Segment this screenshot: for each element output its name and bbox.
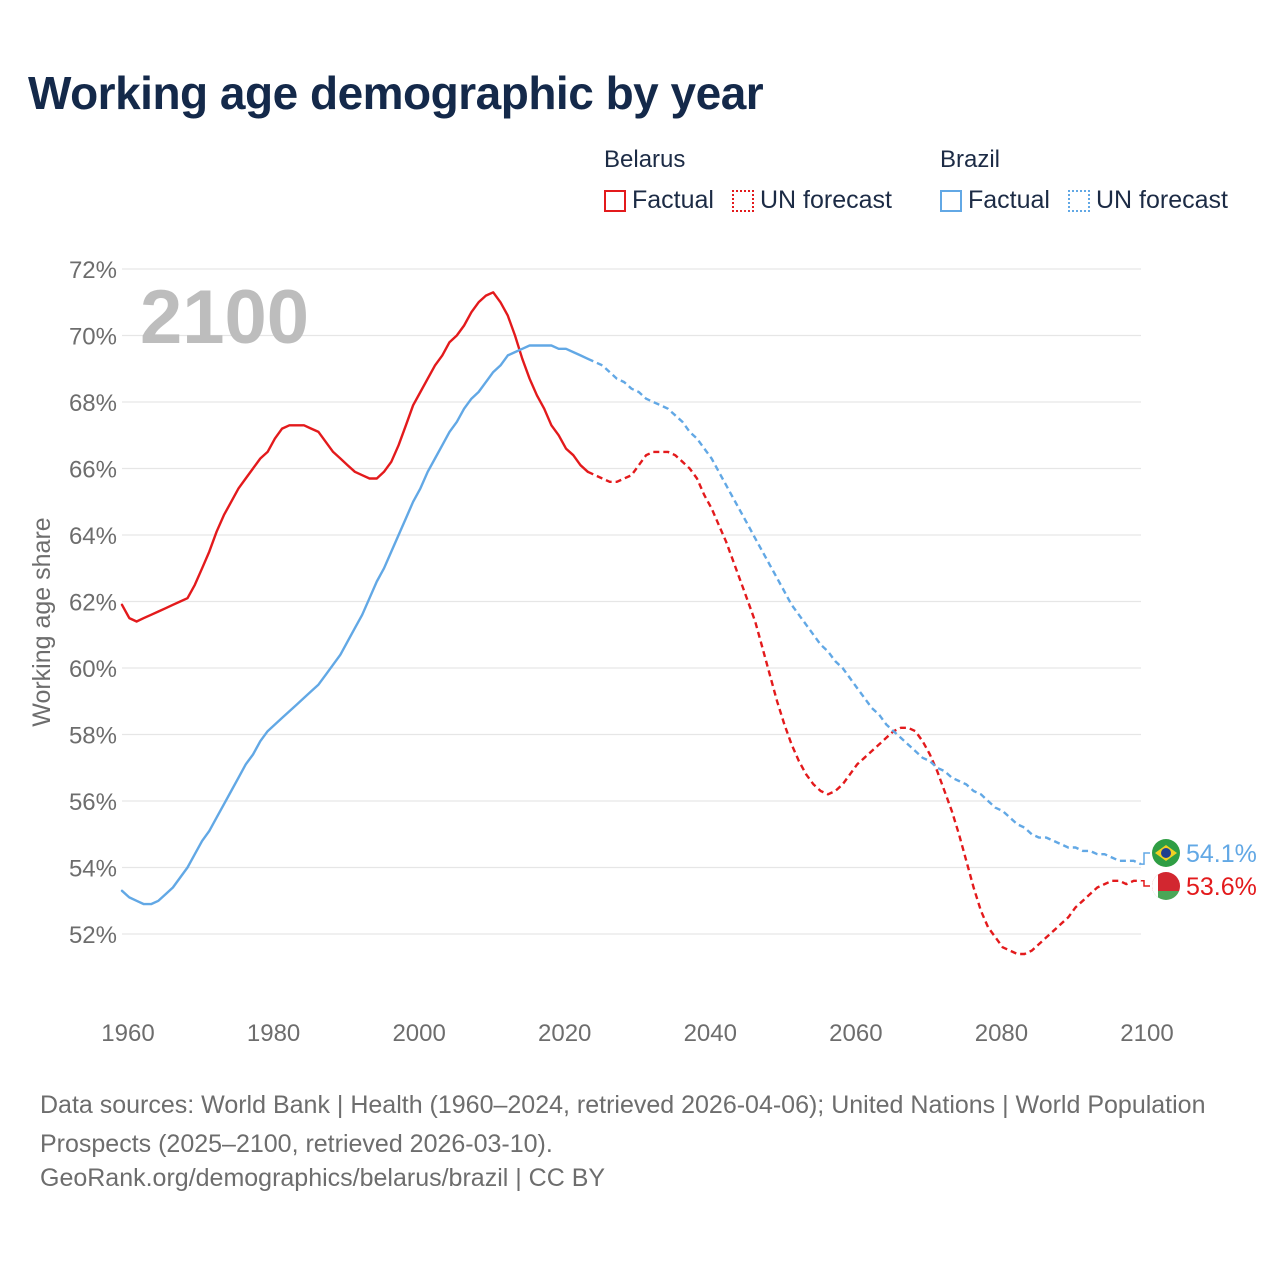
- year-label: 2100: [140, 275, 309, 360]
- y-tick-label: 64%: [69, 523, 117, 550]
- legend-country-brazil: Brazil: [940, 146, 1001, 173]
- legend-swatch-dotted: [1067, 189, 1090, 212]
- y-tick-label: 70%: [69, 324, 117, 351]
- credit-link[interactable]: GeoRank.org/demographics/belarus/brazil …: [40, 1164, 606, 1192]
- grid-lines: [122, 268, 1141, 935]
- legend-brazil-factual[interactable]: Factual: [940, 186, 1050, 215]
- legend-belarus-factual[interactable]: Factual: [604, 186, 714, 215]
- y-tick-label: 68%: [69, 390, 117, 417]
- legend-swatch-solid: [940, 189, 962, 212]
- x-tick-label: 2020: [538, 1020, 591, 1047]
- chart-title: Working age demographic by year: [28, 67, 764, 119]
- y-tick-label: 52%: [69, 922, 117, 949]
- x-tick-label: 2080: [975, 1020, 1028, 1047]
- series-line-brazil-forecast[interactable]: [587, 357, 1142, 866]
- end-connector-belarus: [1141, 880, 1150, 887]
- belarus-flag-icon: [1152, 872, 1180, 900]
- legend-label: UN forecast: [759, 186, 892, 214]
- x-tick-label: 2000: [392, 1020, 445, 1047]
- end-labels: 54.1% 53.6%: [1141, 839, 1257, 901]
- y-tick-label: 58%: [69, 723, 117, 750]
- y-tick-label: 62%: [69, 590, 117, 617]
- x-tick-labels: 1960 1980 2000 2020 2040 2060 2080 2100: [101, 1020, 1173, 1047]
- series-line-belarus-forecast[interactable]: [587, 450, 1141, 956]
- legend-belarus-forecast[interactable]: UN forecast: [731, 186, 892, 215]
- y-tick-label: 72%: [69, 257, 117, 284]
- x-tick-label: 2040: [684, 1020, 737, 1047]
- end-label-belarus: 53.6%: [1186, 873, 1257, 901]
- legend-label: Factual: [968, 186, 1050, 214]
- y-tick-labels: 52% 54% 56% 58% 60% 62% 64% 66% 68% 70% 72%: [69, 257, 117, 949]
- legend-group-belarus: Belarus Factual UN forecast: [604, 146, 892, 215]
- y-tick-label: 66%: [69, 457, 117, 484]
- legend-brazil-forecast[interactable]: UN forecast: [1067, 186, 1228, 215]
- series-lines: [120, 291, 1142, 956]
- data-sources: Data sources: World Bank | Health (1960–…: [40, 1091, 1206, 1158]
- x-tick-label: 2100: [1120, 1020, 1173, 1047]
- x-tick-label: 1980: [247, 1020, 300, 1047]
- x-tick-label: 1960: [101, 1020, 154, 1047]
- y-axis-label: Working age share: [28, 517, 56, 726]
- legend-label: UN forecast: [1095, 186, 1228, 214]
- legend-country-belarus: Belarus: [604, 146, 686, 173]
- x-tick-label: 2060: [829, 1020, 882, 1047]
- legend-label: Factual: [632, 186, 714, 214]
- series-line-belarus-factual[interactable]: [120, 291, 589, 623]
- legend-swatch-dotted: [731, 189, 754, 212]
- legend-group-brazil: Brazil Factual UN forecast: [940, 146, 1228, 215]
- y-tick-label: 60%: [69, 656, 117, 683]
- brazil-flag-icon: [1152, 839, 1180, 867]
- end-connector-brazil: [1141, 852, 1150, 865]
- line-chart: 52%54%56%58%60%62%64%66%68%70%72% 1960 19…: [28, 257, 1257, 1047]
- legend-swatch-solid: [604, 189, 626, 212]
- y-tick-label: 56%: [69, 789, 117, 816]
- series-line-brazil-factual[interactable]: [120, 344, 589, 906]
- end-label-brazil: 54.1%: [1186, 840, 1257, 868]
- y-tick-label: 54%: [69, 856, 117, 883]
